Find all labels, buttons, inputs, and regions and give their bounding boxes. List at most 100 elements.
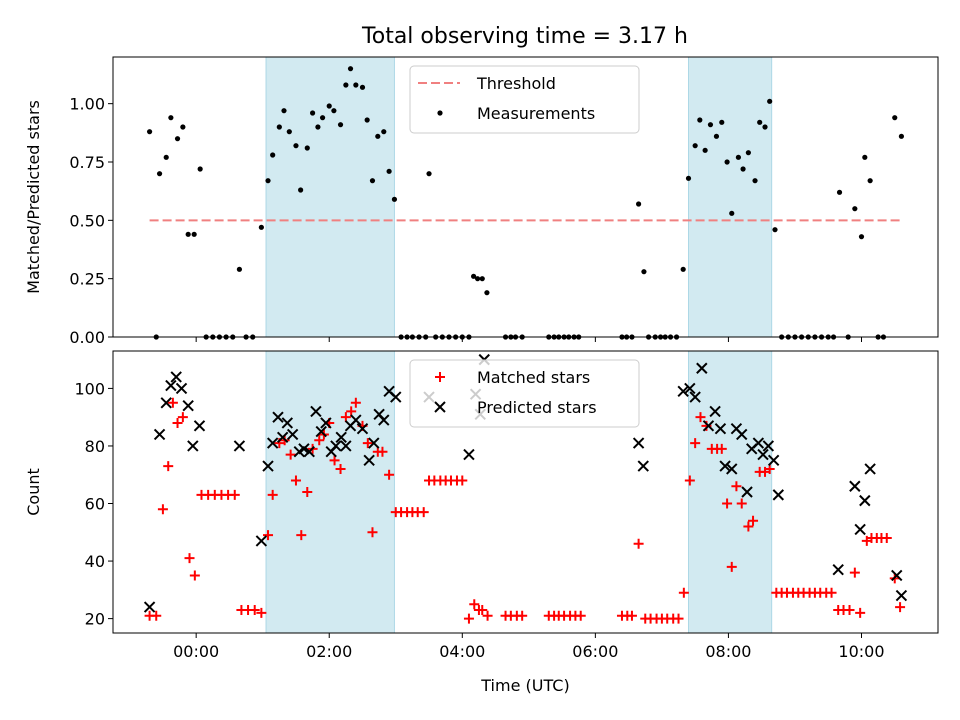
x-axis-label: Time (UTC) — [480, 676, 569, 695]
predicted-star-point — [193, 420, 206, 432]
y-tick-label: 80 — [85, 437, 105, 456]
measurement-point — [304, 145, 310, 151]
measurement-point — [364, 117, 370, 123]
predicted-star-point — [702, 420, 715, 432]
x-tick-label: 08:00 — [705, 642, 751, 661]
measurement-point — [375, 133, 381, 139]
measurement-point — [281, 108, 287, 114]
matched-star-point — [335, 463, 346, 474]
shaded-interval — [265, 350, 395, 634]
measurement-point — [258, 224, 264, 230]
measurement-point — [386, 168, 392, 174]
predicted-star-point — [320, 417, 332, 429]
predicted-star-point — [637, 460, 649, 472]
matched-star-point — [290, 475, 301, 486]
measurement-point — [898, 133, 905, 139]
axes-frame — [112, 350, 939, 634]
matched-star-point — [690, 438, 701, 449]
measurement-point — [740, 166, 746, 172]
y-tick-label: 60 — [85, 495, 105, 514]
measurement-point — [326, 103, 332, 109]
legend-box — [409, 359, 640, 428]
x-tick-label: 10:00 — [838, 642, 884, 661]
predicted-star-point — [298, 443, 310, 455]
measurement-point — [836, 189, 843, 195]
matched-star-point — [189, 570, 200, 581]
measurement-point — [315, 124, 321, 130]
measurement-point — [185, 231, 191, 237]
legend-measurement-swatch — [437, 110, 443, 116]
measurement-point — [168, 115, 174, 121]
matched-star-point — [418, 507, 429, 518]
measurement-point — [735, 154, 742, 160]
measurement-point — [719, 119, 725, 125]
y-axis-label: Matched/Predicted stars — [24, 100, 43, 294]
measurement-point — [757, 119, 763, 125]
matched-star-point — [575, 610, 586, 621]
matched-star-point — [249, 604, 260, 615]
matched-star-point — [296, 530, 307, 541]
predicted-star-point — [266, 437, 279, 449]
axes-frame — [112, 56, 939, 338]
measurement-point — [191, 231, 197, 237]
predicted-star-point — [767, 454, 780, 467]
predicted-star-point — [143, 601, 156, 613]
predicted-star-point — [390, 391, 402, 403]
measurement-point — [146, 129, 153, 135]
y-tick-label: 0.50 — [69, 211, 105, 230]
matched-star-point — [267, 489, 278, 500]
measurement-point — [697, 117, 703, 123]
predicted-star-point — [762, 440, 775, 452]
matched-star-point — [736, 498, 747, 509]
measurement-point — [702, 147, 708, 153]
predicted-star-point — [165, 379, 177, 392]
legend-predicted-swatch — [434, 401, 446, 413]
predicted-star-point — [315, 425, 327, 438]
y-tick-label: 20 — [85, 610, 105, 629]
measurement-point — [636, 201, 642, 207]
matched-star-point — [895, 602, 906, 613]
measurement-point — [369, 178, 376, 184]
legend-label: Measurements — [477, 104, 595, 123]
y-tick-label: 0.00 — [69, 328, 105, 347]
measurement-point — [680, 266, 686, 272]
predicted-star-point — [752, 437, 765, 449]
predicted-star-point — [276, 431, 289, 444]
matched-star-point — [285, 449, 296, 460]
measurement-point — [892, 115, 898, 121]
matched-star-point — [748, 515, 759, 526]
predicted-star-point — [684, 382, 696, 395]
predicted-star-point — [340, 440, 352, 452]
matched-star-point — [157, 504, 168, 515]
shaded-interval — [688, 56, 773, 338]
matched-star-point — [477, 604, 488, 615]
measurement-point — [762, 124, 768, 130]
predicted-star-point — [891, 569, 903, 582]
matched-star-point — [633, 538, 644, 549]
predicted-star-point — [356, 422, 369, 435]
measurement-point — [391, 196, 398, 202]
measurement-point — [298, 187, 304, 193]
measurement-point — [276, 124, 282, 130]
measurement-point — [331, 108, 337, 114]
matched-star-point — [377, 446, 388, 457]
predicted-star-point — [849, 480, 861, 492]
matched-star-point — [367, 527, 378, 538]
y-axis-label: Count — [24, 468, 43, 516]
measurement-point — [745, 150, 751, 156]
matched-star-point — [184, 553, 195, 564]
matched-star-point — [463, 613, 474, 624]
predicted-star-point — [859, 494, 871, 507]
matched-star-point — [314, 435, 325, 446]
matched-star-point — [256, 607, 267, 618]
matched-star-point — [626, 610, 637, 621]
legend-box — [409, 65, 640, 134]
x-tick-label: 06:00 — [572, 642, 618, 661]
predicted-star-point — [696, 362, 708, 374]
matched-star-point — [482, 610, 493, 621]
measurement-point — [692, 143, 698, 149]
matched-star-point — [716, 443, 727, 454]
matched-star-point — [163, 461, 174, 472]
predicted-star-point — [363, 454, 375, 467]
